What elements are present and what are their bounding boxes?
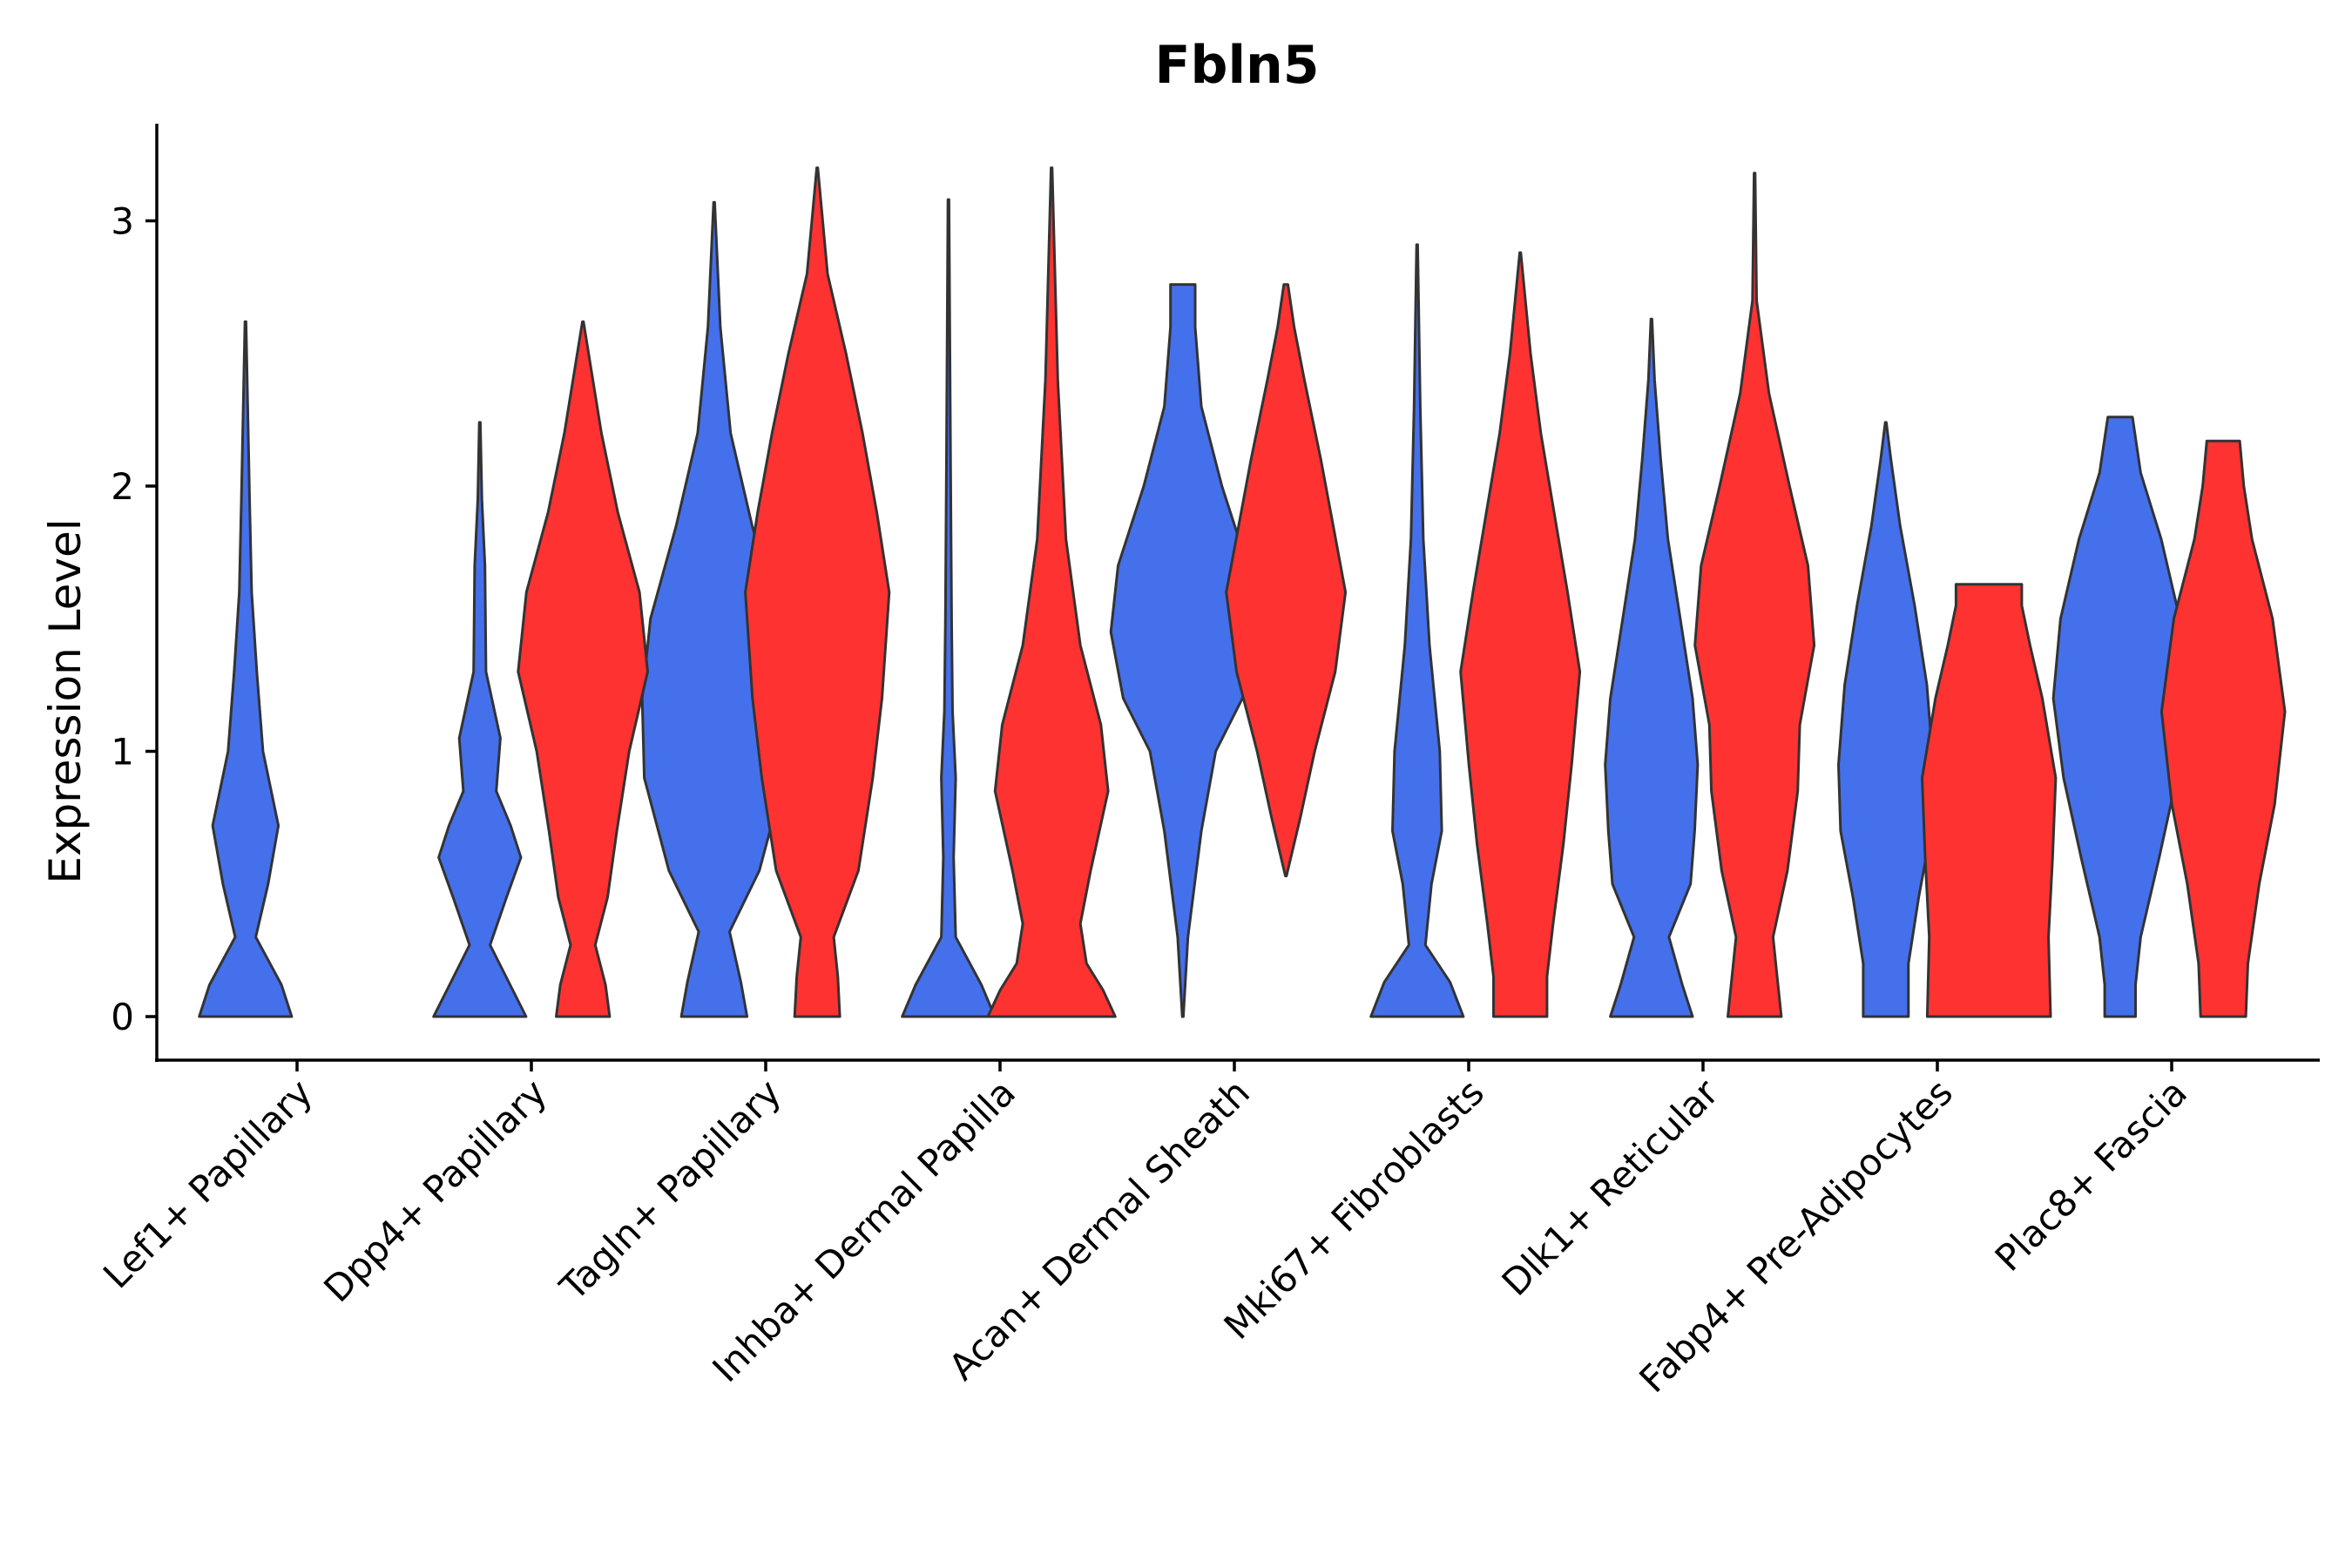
violin-inhba-dermal-papilla-1 — [901, 198, 997, 1018]
y-tick-label: 1 — [111, 731, 134, 774]
violin-acan-dermal-sheath-1 — [1109, 283, 1256, 1018]
violin-inhba-dermal-papilla-2 — [986, 166, 1117, 1018]
violin-dpp4-papillary-2 — [517, 320, 649, 1018]
x-tick-label: Lef1+ Papillary — [95, 1071, 321, 1296]
violin-fabp4-pre-adipocytes-1 — [1837, 421, 1935, 1018]
violin-mki67-fibroblasts-1 — [1369, 243, 1465, 1018]
violin-dlk1-reticular-1 — [1604, 317, 1700, 1018]
violin-dpp4-papillary-1 — [432, 421, 528, 1018]
x-tick-label: Mki67+ Fibroblasts — [1216, 1071, 1492, 1347]
y-ticks: 0 1 2 3 — [111, 200, 157, 1038]
violin-lef1-papillary-1 — [198, 320, 294, 1018]
y-tick-label: 2 — [111, 465, 134, 508]
violin-tagln-papillary-2 — [744, 166, 891, 1018]
x-tick-label: Plac8+ Fascia — [1987, 1071, 2195, 1279]
violins-layer — [198, 166, 2287, 1018]
y-tick-label: 3 — [111, 200, 134, 243]
violin-dlk1-reticular-2 — [1693, 172, 1816, 1018]
violin-acan-dermal-sheath-2 — [1225, 283, 1348, 878]
violin-fabp4-pre-adipocytes-2 — [1921, 583, 2058, 1018]
violin-mki67-fibroblasts-2 — [1459, 251, 1582, 1018]
x-tick-label: Dpp4+ Papillary — [315, 1071, 555, 1310]
x-tick-label: Tagln+ Papillary — [551, 1071, 789, 1308]
y-axis-label: Expression Level — [40, 518, 91, 883]
y-tick-label: 0 — [111, 996, 134, 1038]
x-tick-label: Dlk1+ Reticular — [1494, 1071, 1727, 1304]
violin-plac8-fascia-2 — [2159, 439, 2287, 1018]
chart-title: Fbln5 — [1155, 35, 1320, 96]
violin-plac8-fascia-1 — [2051, 416, 2188, 1018]
